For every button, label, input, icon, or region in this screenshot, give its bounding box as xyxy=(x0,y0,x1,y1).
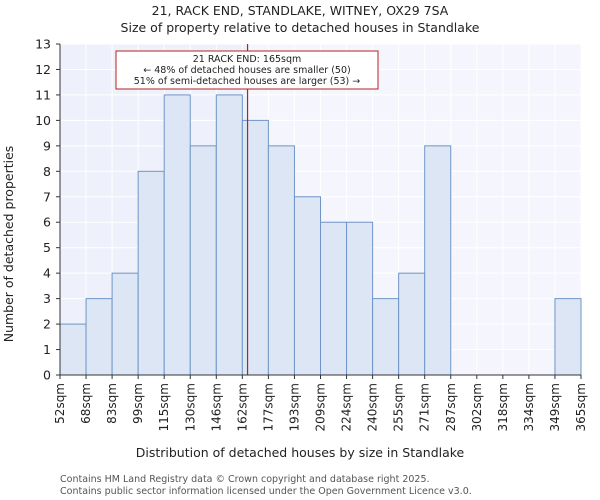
annotation-line-1: 21 RACK END: 165sqm xyxy=(193,54,302,65)
y-tick-label: 0 xyxy=(43,368,51,383)
bar-224sqm xyxy=(346,221,374,376)
y-axis-title: Number of detached properties xyxy=(1,146,16,343)
bar-99sqm xyxy=(137,170,165,376)
x-tick-label: 209sqm xyxy=(314,383,328,431)
x-tick-label: 162sqm xyxy=(235,383,249,431)
x-tick-label: 334sqm xyxy=(522,383,536,431)
annotation-line-3: 51% of semi-detached houses are larger (… xyxy=(134,76,361,87)
x-tick-label: 271sqm xyxy=(418,383,432,431)
x-tick-label: 99sqm xyxy=(131,383,145,424)
bar-349sqm xyxy=(554,298,582,376)
bar-83sqm xyxy=(111,272,139,376)
x-tick-label: 193sqm xyxy=(287,383,301,431)
x-tick-label: 68sqm xyxy=(79,383,93,424)
x-tick-label: 255sqm xyxy=(392,383,406,431)
x-tick-label: 52sqm xyxy=(53,383,67,424)
x-tick-label: 349sqm xyxy=(548,383,562,431)
bar-162sqm xyxy=(241,119,269,376)
x-tick-label: 146sqm xyxy=(209,383,223,431)
y-tick-label: 12 xyxy=(35,62,51,77)
y-tick-label: 4 xyxy=(43,266,51,281)
y-tick-label: 7 xyxy=(43,189,51,204)
bar-240sqm xyxy=(372,298,400,376)
x-tick-label: 83sqm xyxy=(105,383,119,424)
x-tick-label: 115sqm xyxy=(157,383,171,431)
x-tick-label: 130sqm xyxy=(183,383,197,431)
bar-209sqm xyxy=(320,221,348,376)
x-axis-title: Distribution of detached houses by size … xyxy=(136,445,465,460)
x-tick-label: 224sqm xyxy=(340,383,354,431)
bar-255sqm xyxy=(398,272,426,376)
bar-68sqm xyxy=(85,298,113,376)
y-tick-label: 2 xyxy=(43,317,51,332)
bar-193sqm xyxy=(293,196,322,376)
marker-annotation: 21 RACK END: 165sqm ← 48% of detached ho… xyxy=(115,50,379,90)
y-tick-label: 3 xyxy=(43,291,51,306)
footer-line-2: Contains public sector information licen… xyxy=(60,486,472,497)
bar-177sqm xyxy=(267,145,295,376)
chart-subtitle: Size of property relative to detached ho… xyxy=(121,20,480,35)
y-tick-label: 6 xyxy=(43,215,51,230)
chart-title: 21, RACK END, STANDLAKE, WITNEY, OX29 7S… xyxy=(152,3,449,18)
y-tick-label: 5 xyxy=(43,240,51,255)
y-tick-label: 8 xyxy=(43,164,51,179)
bar-271sqm xyxy=(424,145,452,376)
footer-line-1: Contains HM Land Registry data © Crown c… xyxy=(60,474,430,485)
x-tick-label: 177sqm xyxy=(261,383,275,431)
x-tick-label: 318sqm xyxy=(496,383,510,431)
y-tick-label: 1 xyxy=(43,342,51,357)
y-tick-label: 9 xyxy=(43,138,51,153)
annotation-line-2: ← 48% of detached houses are smaller (50… xyxy=(143,65,350,76)
x-tick-label: 287sqm xyxy=(444,383,458,431)
x-tick-label: 240sqm xyxy=(366,383,380,431)
y-tick-label: 13 xyxy=(35,37,51,52)
y-tick-label: 10 xyxy=(35,113,51,128)
y-tick-label: 11 xyxy=(35,87,51,102)
x-tick-label: 365sqm xyxy=(574,383,588,431)
bar-115sqm xyxy=(163,94,191,376)
bar-52sqm xyxy=(59,323,87,376)
bar-130sqm xyxy=(189,145,217,376)
x-tick-label: 302sqm xyxy=(470,383,484,431)
annotation-box xyxy=(115,50,379,90)
bar-146sqm xyxy=(215,94,243,376)
